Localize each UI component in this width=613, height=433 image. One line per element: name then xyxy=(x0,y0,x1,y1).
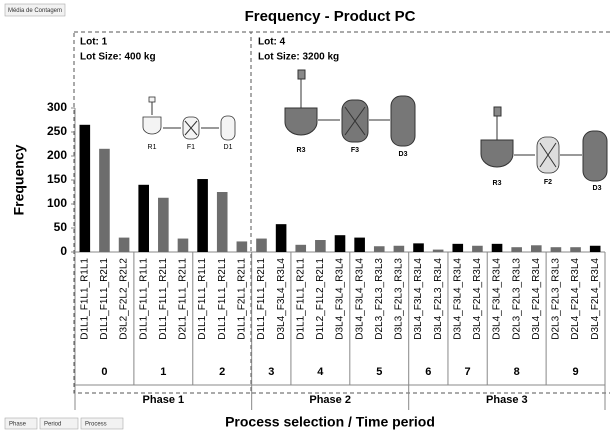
phase-label: Phase 3 xyxy=(486,394,528,406)
x-tick-label: D1L1_F2L1_R2L1 xyxy=(236,258,247,340)
bar xyxy=(433,250,444,252)
x-tick-label: D2L3_F2L3_R3L3 xyxy=(511,258,522,340)
bar xyxy=(335,235,346,252)
equipment-label: R3 xyxy=(493,180,502,187)
x-tick-label: D3L3_F2L3_R3L3 xyxy=(394,258,405,340)
field-button-label: Phase xyxy=(9,422,27,428)
period-label: 8 xyxy=(514,366,520,378)
x-tick-label: D1L1_F1L1_R1L1 xyxy=(138,258,149,340)
bar xyxy=(374,246,385,252)
bar xyxy=(551,247,562,252)
lot-size-annotation: Lot Size: 400 kg xyxy=(80,52,156,63)
bar xyxy=(590,246,601,252)
chart: Média de Contagem Phase Period Process F… xyxy=(0,0,613,433)
bar xyxy=(472,246,483,252)
y-tick-label: 150 xyxy=(47,172,67,186)
x-tick-label: D3L2_F2L2_R2L2 xyxy=(119,258,130,340)
process-diagram xyxy=(481,107,607,181)
period-label: 2 xyxy=(219,366,225,378)
period-label: 9 xyxy=(572,366,578,378)
bar xyxy=(119,238,130,252)
bar xyxy=(80,125,91,252)
field-button-label: Process xyxy=(85,422,107,428)
x-tick-label: D2L1_F1L1_R2L1 xyxy=(178,258,189,340)
x-tick-label: D1L1_F1L1_R2L1 xyxy=(99,258,110,340)
bar xyxy=(492,244,503,252)
bar xyxy=(276,224,287,252)
y-tick-label: 200 xyxy=(47,148,67,162)
bar xyxy=(217,192,228,252)
equipment-label: D1 xyxy=(224,144,233,151)
x-tick-label: D3L4_F2L3_R3L4 xyxy=(433,258,444,340)
phase-label: Phase 2 xyxy=(309,394,351,406)
bar xyxy=(315,240,326,252)
x-tick-label: D3L4_F2L4_R3L4 xyxy=(531,258,542,340)
bar xyxy=(256,239,267,252)
x-tick-label: D1L1_F1L1_R1L1 xyxy=(197,258,208,340)
x-tick-label: D3L4_F2L4_R3L4 xyxy=(472,258,483,340)
x-tick-label: D1L1_F1L1_R2L1 xyxy=(256,258,267,340)
x-tick-label: D1L1_F1L1_R2L1 xyxy=(295,258,306,340)
x-tick-label: D2L4_F2L4_R3L4 xyxy=(570,258,581,340)
x-tick-label: D3L4_F3L4_R3L4 xyxy=(492,258,503,340)
period-label: 5 xyxy=(376,366,382,378)
x-tick-label: D3L4_F3L4_R3L4 xyxy=(354,258,365,340)
bar xyxy=(452,244,463,252)
process-diagram xyxy=(285,70,415,146)
bar xyxy=(511,247,522,252)
period-label: 0 xyxy=(101,366,107,378)
y-tick-label: 250 xyxy=(47,124,67,138)
x-axis-title: Process selection / Time period xyxy=(225,414,435,430)
bar xyxy=(413,243,424,252)
equipment-label: F3 xyxy=(351,147,359,154)
x-tick-label: D1L1_F1L1_R1L1 xyxy=(79,258,90,340)
process-diagram xyxy=(143,97,235,140)
bar xyxy=(531,245,542,252)
y-tick-label: 50 xyxy=(54,220,68,234)
equipment-label: R1 xyxy=(148,144,157,151)
bar xyxy=(237,241,248,252)
equipment-label: F1 xyxy=(187,144,195,151)
period-label: 6 xyxy=(425,366,431,378)
phase-label: Phase 1 xyxy=(143,394,185,406)
period-label: 3 xyxy=(268,366,274,378)
period-label: 7 xyxy=(465,366,471,378)
period-label: 1 xyxy=(160,366,166,378)
y-tick-label: 100 xyxy=(47,196,67,210)
equipment-label: D3 xyxy=(399,151,408,158)
x-tick-label: D1L2_F1L2_R2L1 xyxy=(315,258,326,340)
x-tick-label: D2L3_F2L3_R3L3 xyxy=(374,258,385,340)
x-tick-label: D1L1_F1L1_R2L1 xyxy=(217,258,228,340)
y-tick-label: 0 xyxy=(60,244,67,258)
y-axis-title: Frequency xyxy=(11,144,27,215)
bar xyxy=(158,198,169,252)
bar xyxy=(354,238,365,252)
y-tick-label: 300 xyxy=(47,100,67,114)
equipment-label: D3 xyxy=(593,185,602,192)
lot-annotation: Lot: 4 xyxy=(258,37,286,48)
x-tick-label: D3L4_F3L4_R3L4 xyxy=(413,258,424,340)
lot-annotation: Lot: 1 xyxy=(80,37,108,48)
x-tick-label: D3L4_F2L4_R3L4 xyxy=(590,258,601,340)
x-tick-label: D2L3_F2L3_R3L3 xyxy=(551,258,562,340)
bar xyxy=(99,149,110,252)
lot-size-annotation: Lot Size: 3200 kg xyxy=(258,52,339,63)
period-label: 4 xyxy=(317,366,324,378)
bar xyxy=(570,247,581,252)
measure-button-label: Média de Contagem xyxy=(8,8,62,14)
field-button-label: Period xyxy=(44,422,61,428)
bar xyxy=(178,239,189,252)
chart-title: Frequency - Product PC xyxy=(245,8,416,25)
x-tick-label: D3L4_F3L4_R3L4 xyxy=(276,258,287,340)
x-tick-label: D3L4_F3L4_R3L4 xyxy=(452,258,463,340)
x-tick-label: D1L1_F1L1_R2L1 xyxy=(158,258,169,340)
x-tick-label: D3L4_F3L4_R3L4 xyxy=(335,258,346,340)
bar xyxy=(295,245,306,252)
bar xyxy=(394,246,405,252)
equipment-label: R3 xyxy=(297,147,306,154)
equipment-label: F2 xyxy=(544,179,552,186)
bar xyxy=(138,185,149,252)
bar xyxy=(197,179,208,252)
